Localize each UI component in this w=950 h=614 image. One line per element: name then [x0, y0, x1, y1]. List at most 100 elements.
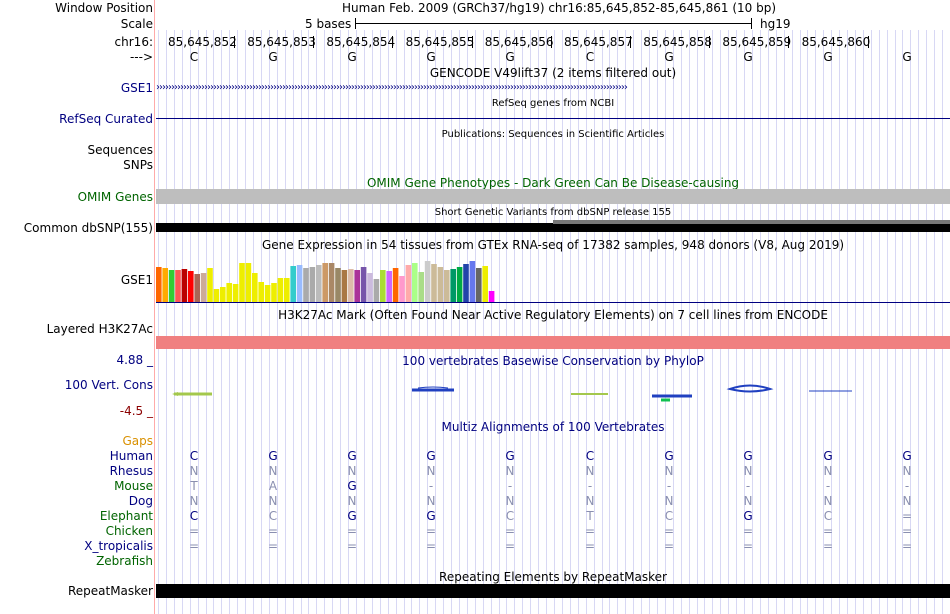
multiz-base: =: [425, 524, 437, 538]
gtex-tissue-bar[interactable]: [303, 268, 309, 303]
gtex-tissue-bar[interactable]: [284, 278, 290, 303]
gtex-tissue-bar[interactable]: [405, 265, 412, 303]
h3k27ac-track-label[interactable]: Layered H3K27Ac: [46, 322, 153, 336]
multiz-base: =: [346, 539, 358, 553]
gtex-tissue-bar[interactable]: [367, 273, 373, 303]
phylop-signal[interactable]: [156, 380, 950, 404]
gtex-tissue-bar[interactable]: [418, 272, 424, 303]
gtex-tissue-bar[interactable]: [392, 268, 399, 303]
multiz-track-title[interactable]: Multiz Alignments of 100 Vertebrates: [441, 420, 665, 434]
refseq-track-title[interactable]: RefSeq genes from NCBI: [491, 98, 615, 109]
gtex-tissue-bar[interactable]: [156, 267, 162, 303]
gtex-tissue-bar[interactable]: [213, 289, 220, 303]
base-letter: C: [189, 50, 199, 64]
gtex-tissue-bar[interactable]: [239, 263, 245, 303]
gtex-tissue-bar[interactable]: [277, 278, 284, 303]
gencode-track-label[interactable]: GSE1: [120, 81, 153, 95]
gtex-tissue-bar[interactable]: [354, 270, 360, 303]
multiz-base: =: [822, 539, 834, 553]
dbsnp-track-title[interactable]: Short Genetic Variants from dbSNP releas…: [434, 207, 672, 218]
gtex-tissue-bar[interactable]: [220, 287, 226, 303]
gtex-tissue-bar[interactable]: [476, 268, 482, 303]
dbsnp-track-label[interactable]: Common dbSNP(155): [23, 221, 153, 235]
phylop-track-label[interactable]: 100 Vert. Cons: [64, 378, 153, 392]
h3k27ac-track-title[interactable]: H3K27Ac Mark (Often Found Near Active Re…: [278, 308, 828, 322]
gtex-tissue-bar[interactable]: [207, 268, 213, 303]
gtex-tissue-bar[interactable]: [412, 263, 418, 303]
multiz-species-label[interactable]: Elephant: [99, 509, 153, 523]
gtex-tissue-bar[interactable]: [194, 274, 200, 303]
base-letter: G: [664, 50, 674, 64]
refseq-gene-line[interactable]: [156, 118, 950, 119]
multiz-species-label[interactable]: Mouse: [114, 479, 153, 493]
gtex-tissue-bar[interactable]: [328, 263, 335, 303]
multiz-base: C: [505, 509, 515, 523]
omim-track-title[interactable]: OMIM Gene Phenotypes - Dark Green Can Be…: [366, 176, 740, 190]
publications-sequences-label[interactable]: Sequences: [87, 143, 153, 157]
gtex-tissue-bar[interactable]: [488, 291, 495, 303]
multiz-species-label[interactable]: Human: [109, 449, 153, 463]
gtex-tissue-bar[interactable]: [226, 283, 232, 303]
dbsnp-variant-bar-2[interactable]: [553, 220, 950, 224]
h3k27ac-signal[interactable]: [156, 336, 950, 349]
gtex-tissue-bar[interactable]: [258, 282, 264, 303]
multiz-species-label[interactable]: Zebrafish: [96, 554, 153, 568]
multiz-base: N: [664, 464, 674, 478]
gtex-tissue-bar[interactable]: [290, 266, 296, 303]
gtex-tissue-bar[interactable]: [271, 283, 277, 303]
omim-gene-bar[interactable]: [156, 189, 950, 204]
gtex-track-title[interactable]: Gene Expression in 54 tissues from GTEx …: [261, 238, 845, 252]
multiz-species-label[interactable]: X_tropicalis: [84, 539, 153, 553]
dbsnp-variant-bar[interactable]: [156, 223, 950, 232]
gtex-track-label[interactable]: GSE1: [120, 273, 153, 287]
gtex-tissue-bar[interactable]: [200, 273, 207, 303]
gtex-tissue-bar[interactable]: [386, 271, 392, 303]
gtex-tissue-bar[interactable]: [232, 284, 239, 303]
gtex-tissue-bar[interactable]: [162, 268, 168, 303]
gtex-tissue-bar[interactable]: [316, 265, 322, 303]
gtex-tissue-bar[interactable]: [437, 267, 444, 303]
multiz-base: =: [663, 539, 675, 553]
gtex-tissue-bar[interactable]: [424, 261, 431, 303]
repeatmasker-track-title[interactable]: Repeating Elements by RepeatMasker: [439, 570, 667, 584]
gtex-tissue-bar[interactable]: [431, 264, 437, 303]
repeatmasker-element[interactable]: [156, 584, 950, 598]
gtex-tissue-bar[interactable]: [341, 270, 348, 303]
gtex-tissue-bar[interactable]: [373, 279, 380, 303]
multiz-species-label[interactable]: Dog: [128, 494, 153, 508]
multiz-species-label[interactable]: Rhesus: [109, 464, 153, 478]
gtex-tissue-bar[interactable]: [252, 273, 258, 303]
gtex-tissue-bar[interactable]: [360, 267, 367, 303]
gtex-tissue-bar[interactable]: [469, 261, 476, 303]
gtex-tissue-bar[interactable]: [399, 276, 405, 303]
gtex-tissue-bar[interactable]: [456, 267, 463, 303]
gtex-tissue-bar[interactable]: [309, 267, 316, 303]
gtex-tissue-bar[interactable]: [168, 270, 175, 303]
gtex-tissue-bar[interactable]: [264, 285, 271, 303]
refseq-track-label[interactable]: RefSeq Curated: [59, 112, 153, 126]
gtex-expression-chart[interactable]: [156, 253, 950, 303]
gtex-tissue-bar[interactable]: [463, 264, 469, 303]
multiz-base: =: [901, 509, 913, 523]
gencode-track-title[interactable]: GENCODE V49lift37 (2 items filtered out): [429, 66, 677, 80]
gtex-tissue-bar[interactable]: [322, 263, 328, 303]
gtex-tissue-bar[interactable]: [380, 270, 386, 303]
publications-track-title[interactable]: Publications: Sequences in Scientific Ar…: [441, 129, 665, 140]
multiz-species-label[interactable]: Chicken: [105, 524, 153, 538]
gtex-tissue-bar[interactable]: [296, 265, 303, 303]
gtex-tissue-bar[interactable]: [444, 270, 450, 303]
gtex-tissue-bar[interactable]: [175, 270, 181, 303]
phylop-track-title[interactable]: 100 vertebrates Basewise Conservation by…: [402, 354, 704, 368]
gtex-tissue-bar[interactable]: [335, 268, 341, 303]
gtex-tissue-bar[interactable]: [188, 271, 194, 303]
gtex-tissue-bar[interactable]: [245, 263, 252, 303]
gse1-gene-feature[interactable]: ››››››››››››››››››››››››››››››››››››››››…: [156, 82, 628, 93]
gtex-tissue-bar[interactable]: [348, 269, 354, 303]
gtex-tissue-bar[interactable]: [482, 266, 488, 303]
omim-track-label[interactable]: OMIM Genes: [77, 190, 153, 204]
gtex-tissue-bar[interactable]: [181, 269, 188, 303]
gtex-tissue-bar[interactable]: [450, 269, 456, 303]
repeatmasker-track-label[interactable]: RepeatMasker: [67, 584, 153, 598]
multiz-base: N: [585, 494, 595, 508]
publications-snps-label[interactable]: SNPs: [123, 158, 153, 172]
